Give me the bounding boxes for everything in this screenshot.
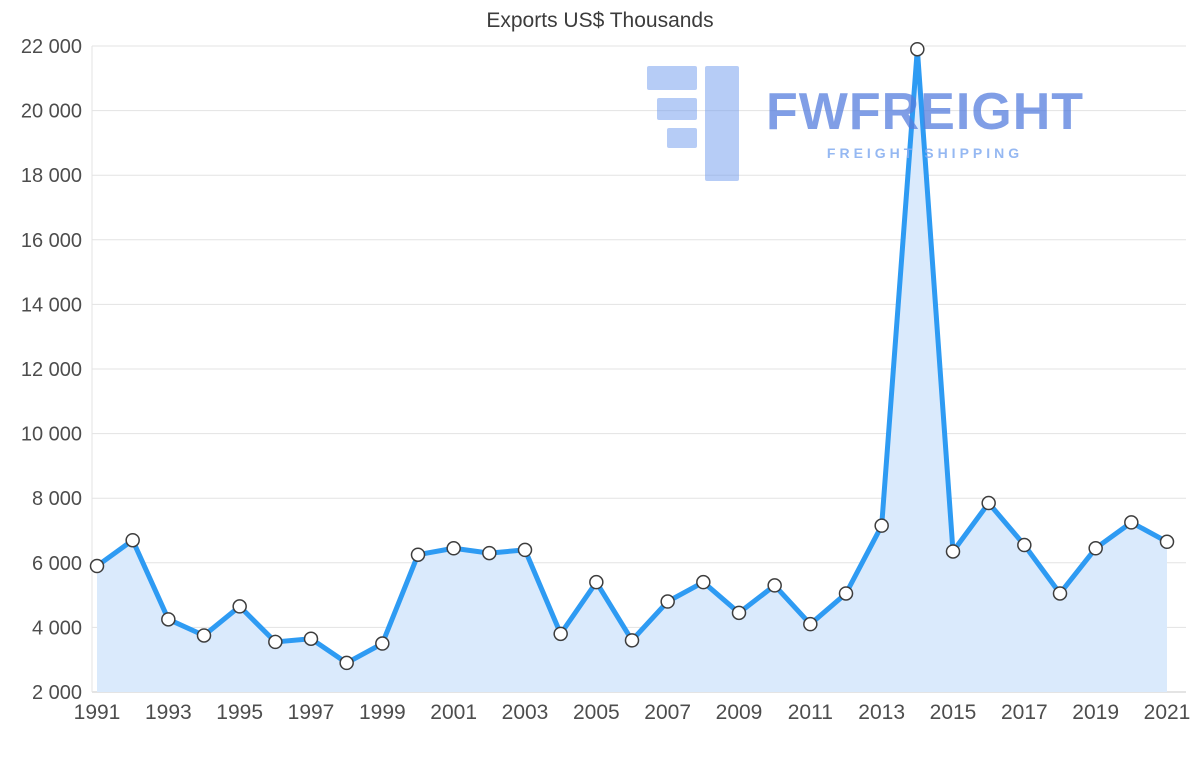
data-point-marker[interactable] bbox=[125, 532, 140, 548]
x-tick-label: 2007 bbox=[644, 701, 691, 724]
y-tick-label: 4 000 bbox=[32, 617, 82, 639]
data-point-marker[interactable] bbox=[874, 518, 889, 533]
data-point-marker[interactable] bbox=[161, 612, 176, 627]
x-tick-label: 1997 bbox=[288, 701, 335, 724]
y-tick-label: 10 000 bbox=[21, 424, 82, 446]
data-point-marker[interactable] bbox=[660, 594, 675, 609]
area-fill bbox=[97, 49, 1167, 693]
x-tick-label: 2011 bbox=[788, 701, 833, 724]
data-point-marker[interactable] bbox=[410, 547, 426, 562]
data-point-marker[interactable] bbox=[731, 605, 747, 621]
data-point-marker[interactable] bbox=[981, 495, 996, 511]
y-tick-label: 8 000 bbox=[32, 488, 82, 510]
data-point-marker[interactable] bbox=[1017, 537, 1032, 553]
data-point-marker[interactable] bbox=[803, 616, 818, 632]
x-tick-label: 2003 bbox=[502, 701, 549, 724]
chart-title: Exports US$ Thousands bbox=[486, 9, 714, 32]
data-point-marker[interactable] bbox=[696, 574, 711, 590]
y-tick-label: 6 000 bbox=[32, 553, 82, 575]
data-point-marker[interactable] bbox=[945, 544, 961, 559]
data-point-marker[interactable] bbox=[303, 631, 319, 646]
data-point-marker[interactable] bbox=[196, 628, 212, 643]
data-point-marker[interactable] bbox=[1124, 515, 1139, 530]
y-tick-label: 2 000 bbox=[32, 682, 82, 704]
data-point-marker[interactable] bbox=[1052, 586, 1068, 601]
x-tick-label: 2015 bbox=[930, 701, 977, 724]
data-point-marker[interactable] bbox=[517, 542, 533, 558]
y-tick-label: 22 000 bbox=[21, 36, 82, 58]
data-point-marker[interactable] bbox=[482, 545, 497, 561]
y-tick-label: 18 000 bbox=[21, 165, 82, 187]
data-point-marker[interactable] bbox=[339, 655, 354, 671]
y-tick-label: 12 000 bbox=[21, 359, 82, 381]
data-point-marker[interactable] bbox=[446, 541, 461, 556]
x-tick-label: 2017 bbox=[1001, 701, 1048, 724]
data-point-marker[interactable] bbox=[767, 578, 782, 593]
data-point-marker[interactable] bbox=[838, 586, 854, 601]
y-tick-label: 14 000 bbox=[21, 294, 82, 316]
y-tick-label: 20 000 bbox=[21, 101, 82, 123]
data-point-marker[interactable] bbox=[232, 599, 247, 614]
data-point-marker[interactable] bbox=[1088, 541, 1103, 556]
x-tick-label: 1993 bbox=[145, 701, 192, 724]
x-tick-label: 2001 bbox=[430, 701, 477, 724]
data-point-marker[interactable] bbox=[624, 633, 640, 648]
data-point-marker[interactable] bbox=[589, 574, 604, 590]
data-point-marker[interactable] bbox=[553, 626, 568, 642]
x-tick-label: 2021 bbox=[1144, 701, 1191, 724]
y-tick-label: 16 000 bbox=[21, 230, 82, 252]
x-tick-label: 2019 bbox=[1072, 701, 1119, 724]
x-tick-label: 1995 bbox=[216, 701, 263, 724]
x-tick-label: 1999 bbox=[359, 701, 406, 724]
x-tick-label: 2009 bbox=[716, 701, 763, 724]
data-point-marker[interactable] bbox=[375, 636, 390, 651]
x-tick-label: 2005 bbox=[573, 701, 620, 724]
data-point-marker[interactable] bbox=[268, 634, 283, 650]
data-point-marker[interactable] bbox=[910, 41, 925, 57]
data-point-marker[interactable] bbox=[89, 558, 105, 574]
data-point-marker[interactable] bbox=[1159, 534, 1175, 550]
x-tick-label: 2013 bbox=[858, 701, 905, 724]
x-tick-label: 1991 bbox=[74, 701, 121, 724]
